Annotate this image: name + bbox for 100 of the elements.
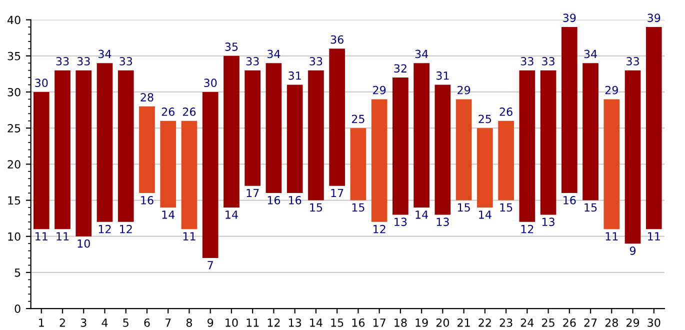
annotation: 16 <box>288 196 302 204</box>
x-tick-label: 2 <box>60 318 65 327</box>
bar <box>224 56 240 208</box>
x-tick-label: 16 <box>352 318 365 327</box>
annotation: 11 <box>56 232 69 240</box>
x-tick-label: 24 <box>520 318 534 327</box>
x-tick-label: 17 <box>373 318 386 327</box>
bar <box>118 70 134 222</box>
bar <box>160 120 176 208</box>
annotation: 33 <box>120 56 132 66</box>
annotation: 14 <box>226 210 238 219</box>
x-tick-label: 20 <box>436 318 450 327</box>
annotation: 31 <box>436 71 449 80</box>
annotation: 39 <box>563 14 576 22</box>
y-tick-label: 5 <box>14 268 20 277</box>
y-tick-label: 20 <box>8 160 20 169</box>
bar <box>434 84 451 215</box>
x-tick-label: 5 <box>123 318 128 327</box>
bar <box>414 63 430 208</box>
annotation: 15 <box>352 203 364 212</box>
annotation: 35 <box>225 42 238 51</box>
x-tick-label: 30 <box>648 318 660 327</box>
bar <box>624 70 641 244</box>
annotation: 29 <box>458 86 470 94</box>
annotation: 11 <box>606 232 618 240</box>
bar <box>498 120 514 200</box>
annotation: 11 <box>183 232 196 240</box>
x-tick-label: 27 <box>584 318 597 327</box>
annotation: 25 <box>352 114 364 124</box>
x-tick-label: 8 <box>186 318 192 327</box>
annotation: 16 <box>564 196 576 204</box>
x-tick-label: 13 <box>288 318 302 327</box>
annotation: 39 <box>648 14 660 22</box>
annotation: 33 <box>626 56 639 66</box>
y-tick-label: 0 <box>14 304 20 313</box>
bar <box>54 70 70 230</box>
annotation: 13 <box>394 218 407 226</box>
x-tick-label: 25 <box>542 318 554 327</box>
bar <box>456 99 472 200</box>
y-tick-label: 15 <box>8 196 20 205</box>
annotation: 26 <box>162 108 174 116</box>
bar <box>371 99 388 222</box>
annotation: 34 <box>415 50 428 58</box>
x-tick-label: 1 <box>39 318 44 327</box>
annotation: 30 <box>35 78 48 88</box>
annotation: 28 <box>140 93 154 102</box>
x-tick-label: 7 <box>165 318 171 327</box>
x-tick-label: 4 <box>102 318 108 327</box>
annotation: 17 <box>331 188 344 198</box>
bar <box>540 70 556 215</box>
annotation: 17 <box>246 188 259 198</box>
x-tick-label: 26 <box>563 318 576 327</box>
annotation: 15 <box>500 203 512 212</box>
annotation: 26 <box>182 108 196 116</box>
x-tick-label: 6 <box>144 318 150 327</box>
annotation: 34 <box>584 50 597 58</box>
annotation: 31 <box>288 71 301 80</box>
x-tick-label: 21 <box>458 318 470 327</box>
annotation: 15 <box>584 203 597 212</box>
annotation: 12 <box>120 224 132 234</box>
bar <box>646 27 662 230</box>
y-tick-label: 30 <box>8 88 20 96</box>
annotation: 15 <box>310 203 322 212</box>
annotation: 33 <box>56 56 69 66</box>
bar <box>266 63 282 194</box>
x-tick-label: 18 <box>394 318 407 327</box>
y-tick-label: 40 <box>8 16 20 24</box>
annotation: 32 <box>394 64 406 73</box>
bar <box>350 128 366 200</box>
x-tick-label: 3 <box>80 318 86 327</box>
bar <box>244 70 261 186</box>
x-tick-label: 12 <box>268 318 280 327</box>
x-tick-label: 28 <box>605 318 618 327</box>
annotation: 33 <box>520 56 534 66</box>
x-tick-label: 23 <box>500 318 512 327</box>
annotation: 33 <box>77 56 90 66</box>
annotation: 13 <box>436 218 449 226</box>
bar <box>139 106 155 194</box>
annotation: 10 <box>78 239 90 248</box>
annotation: 36 <box>330 35 344 44</box>
bar <box>604 99 620 230</box>
annotation: 33 <box>246 56 259 66</box>
annotation: 7 <box>208 261 213 270</box>
annotation: 14 <box>479 210 492 219</box>
bar <box>181 120 198 230</box>
x-tick-label: 14 <box>310 318 322 327</box>
bar <box>329 48 345 186</box>
annotation: 29 <box>373 86 386 94</box>
annotation: 12 <box>521 224 534 234</box>
bar <box>561 27 578 194</box>
x-tick-label: 29 <box>626 318 640 327</box>
annotation: 15 <box>458 203 470 212</box>
bar <box>286 84 303 194</box>
x-tick-label: 10 <box>226 318 238 327</box>
annotation: 34 <box>98 50 112 58</box>
annotation: 34 <box>267 50 280 58</box>
bar <box>33 92 50 230</box>
annotation: 33 <box>542 56 554 66</box>
x-tick-label: 15 <box>331 318 344 327</box>
annotation: 11 <box>648 232 660 240</box>
